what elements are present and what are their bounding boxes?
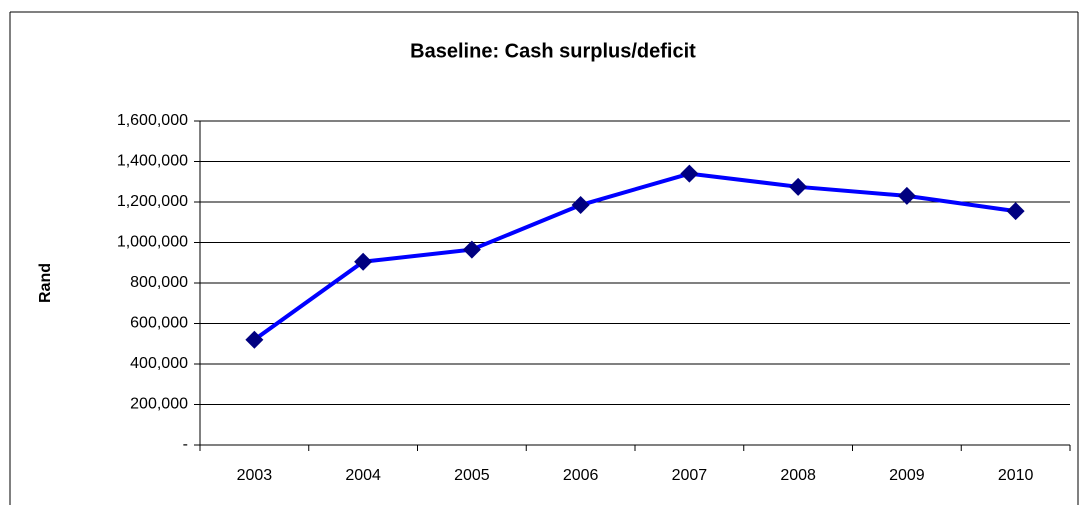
x-tick-label: 2005 — [454, 467, 490, 484]
x-tick-label: 2009 — [889, 467, 925, 484]
x-tick-label: 2010 — [998, 467, 1034, 484]
y-axis-label: Rand — [37, 263, 54, 303]
data-point — [354, 252, 373, 271]
data-point — [462, 240, 481, 259]
x-tick-label: 2004 — [345, 467, 381, 484]
x-tick-label: 2008 — [780, 467, 816, 484]
data-point — [571, 196, 590, 215]
y-tick-label: 1,400,000 — [117, 153, 188, 170]
y-tick-label: 400,000 — [130, 355, 188, 372]
data-point — [680, 164, 699, 183]
data-point — [897, 186, 916, 205]
x-tick-label: 2006 — [563, 467, 599, 484]
y-tick-label: 1,000,000 — [117, 234, 188, 251]
data-point — [1006, 202, 1025, 221]
y-tick-label: 800,000 — [130, 274, 188, 291]
x-tick-label: 2007 — [672, 467, 708, 484]
y-tick-label: - — [183, 436, 188, 453]
chart-title: Baseline: Cash surplus/deficit — [410, 40, 696, 62]
data-point — [789, 177, 808, 196]
y-tick-label: 1,200,000 — [117, 193, 188, 210]
y-tick-label: 1,600,000 — [117, 112, 188, 129]
y-tick-label: 600,000 — [130, 315, 188, 332]
y-tick-label: 200,000 — [130, 396, 188, 413]
x-tick-label: 2003 — [237, 467, 273, 484]
data-point — [245, 330, 264, 349]
data-line — [253, 171, 1016, 342]
